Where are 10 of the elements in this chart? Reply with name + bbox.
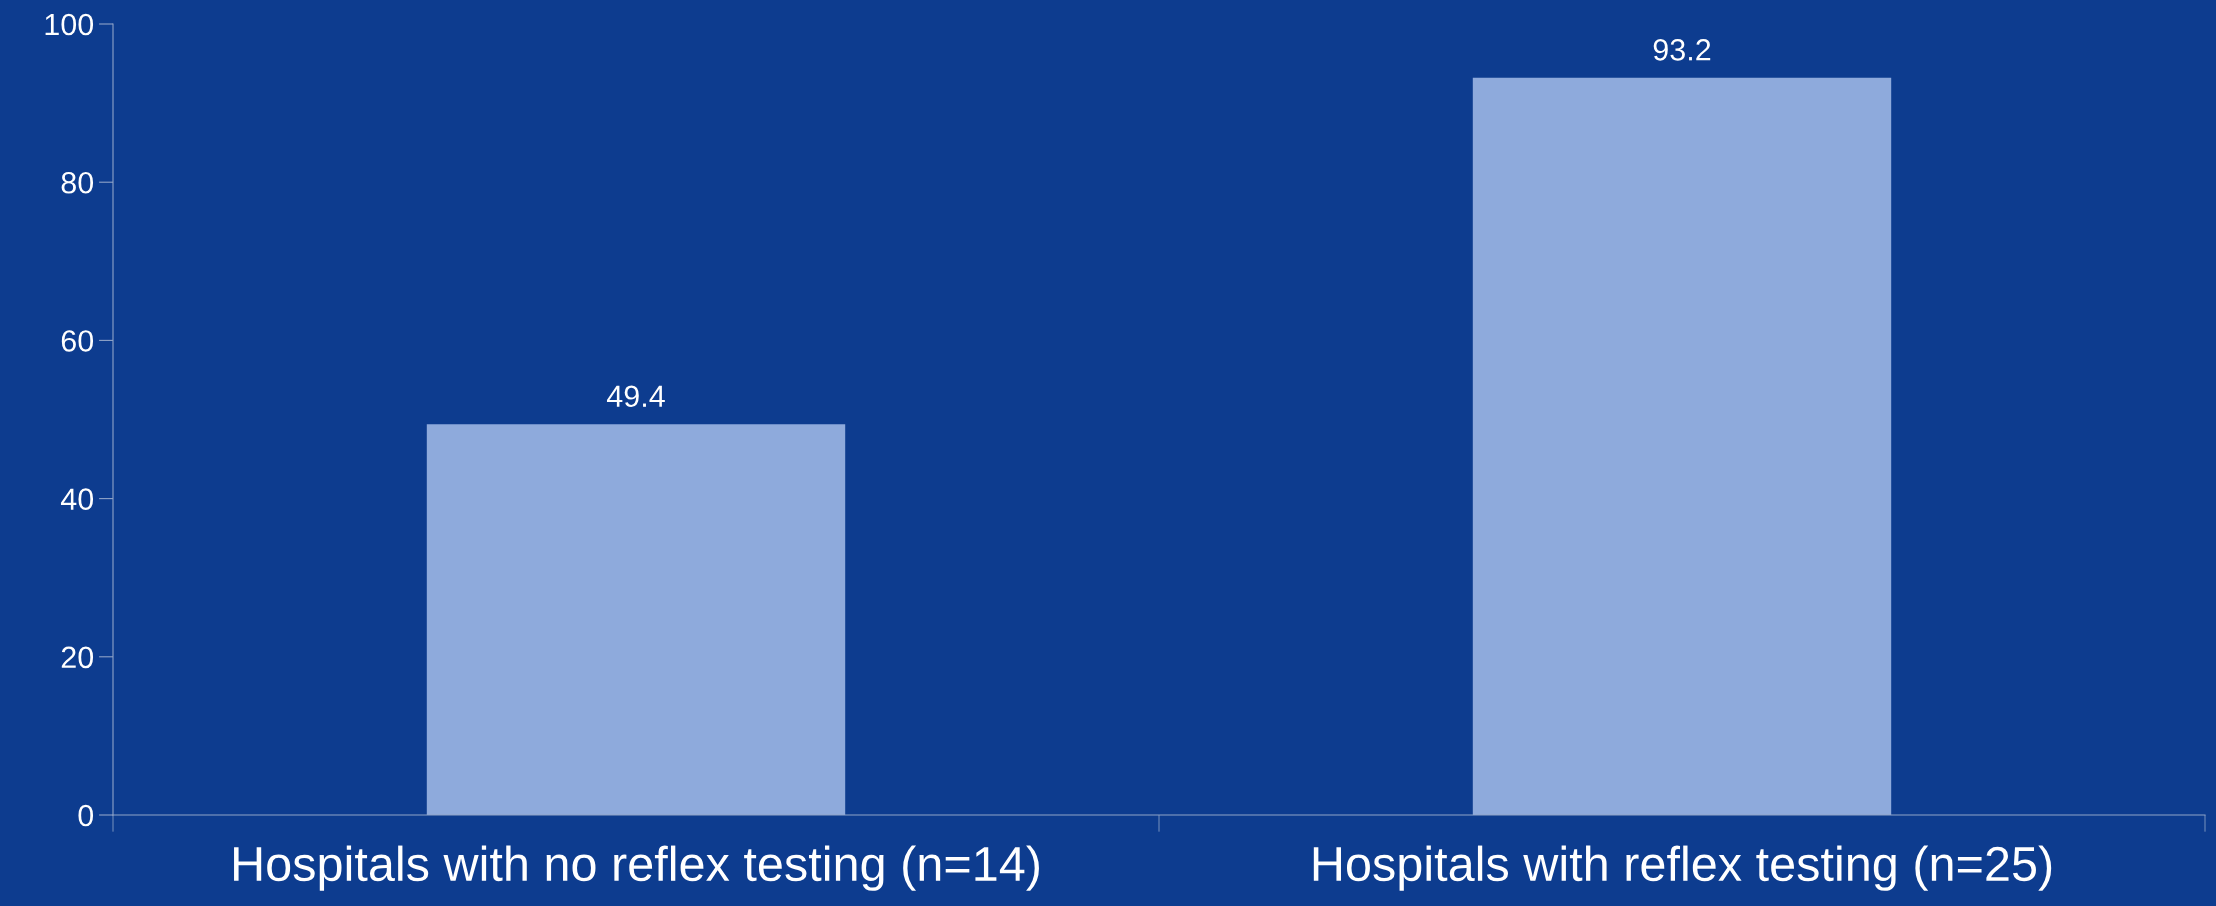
x-tick-label: Hospitals with reflex testing (n=25) <box>1313 845 2052 891</box>
y-tick-label: 80 <box>61 171 94 194</box>
data-label: 93.2 <box>1653 39 1711 61</box>
y-tick-label: 60 <box>61 330 94 352</box>
data-label: 49.4 <box>606 385 665 408</box>
y-tick-label: 100 <box>45 13 94 36</box>
x-tick-label: Hospitals with no reflex testing (n=14) <box>234 845 1039 891</box>
y-tick-label: 0 <box>78 804 94 827</box>
y-tick-label: 40 <box>60 488 94 510</box>
y-tick-label: 20 <box>61 646 94 669</box>
